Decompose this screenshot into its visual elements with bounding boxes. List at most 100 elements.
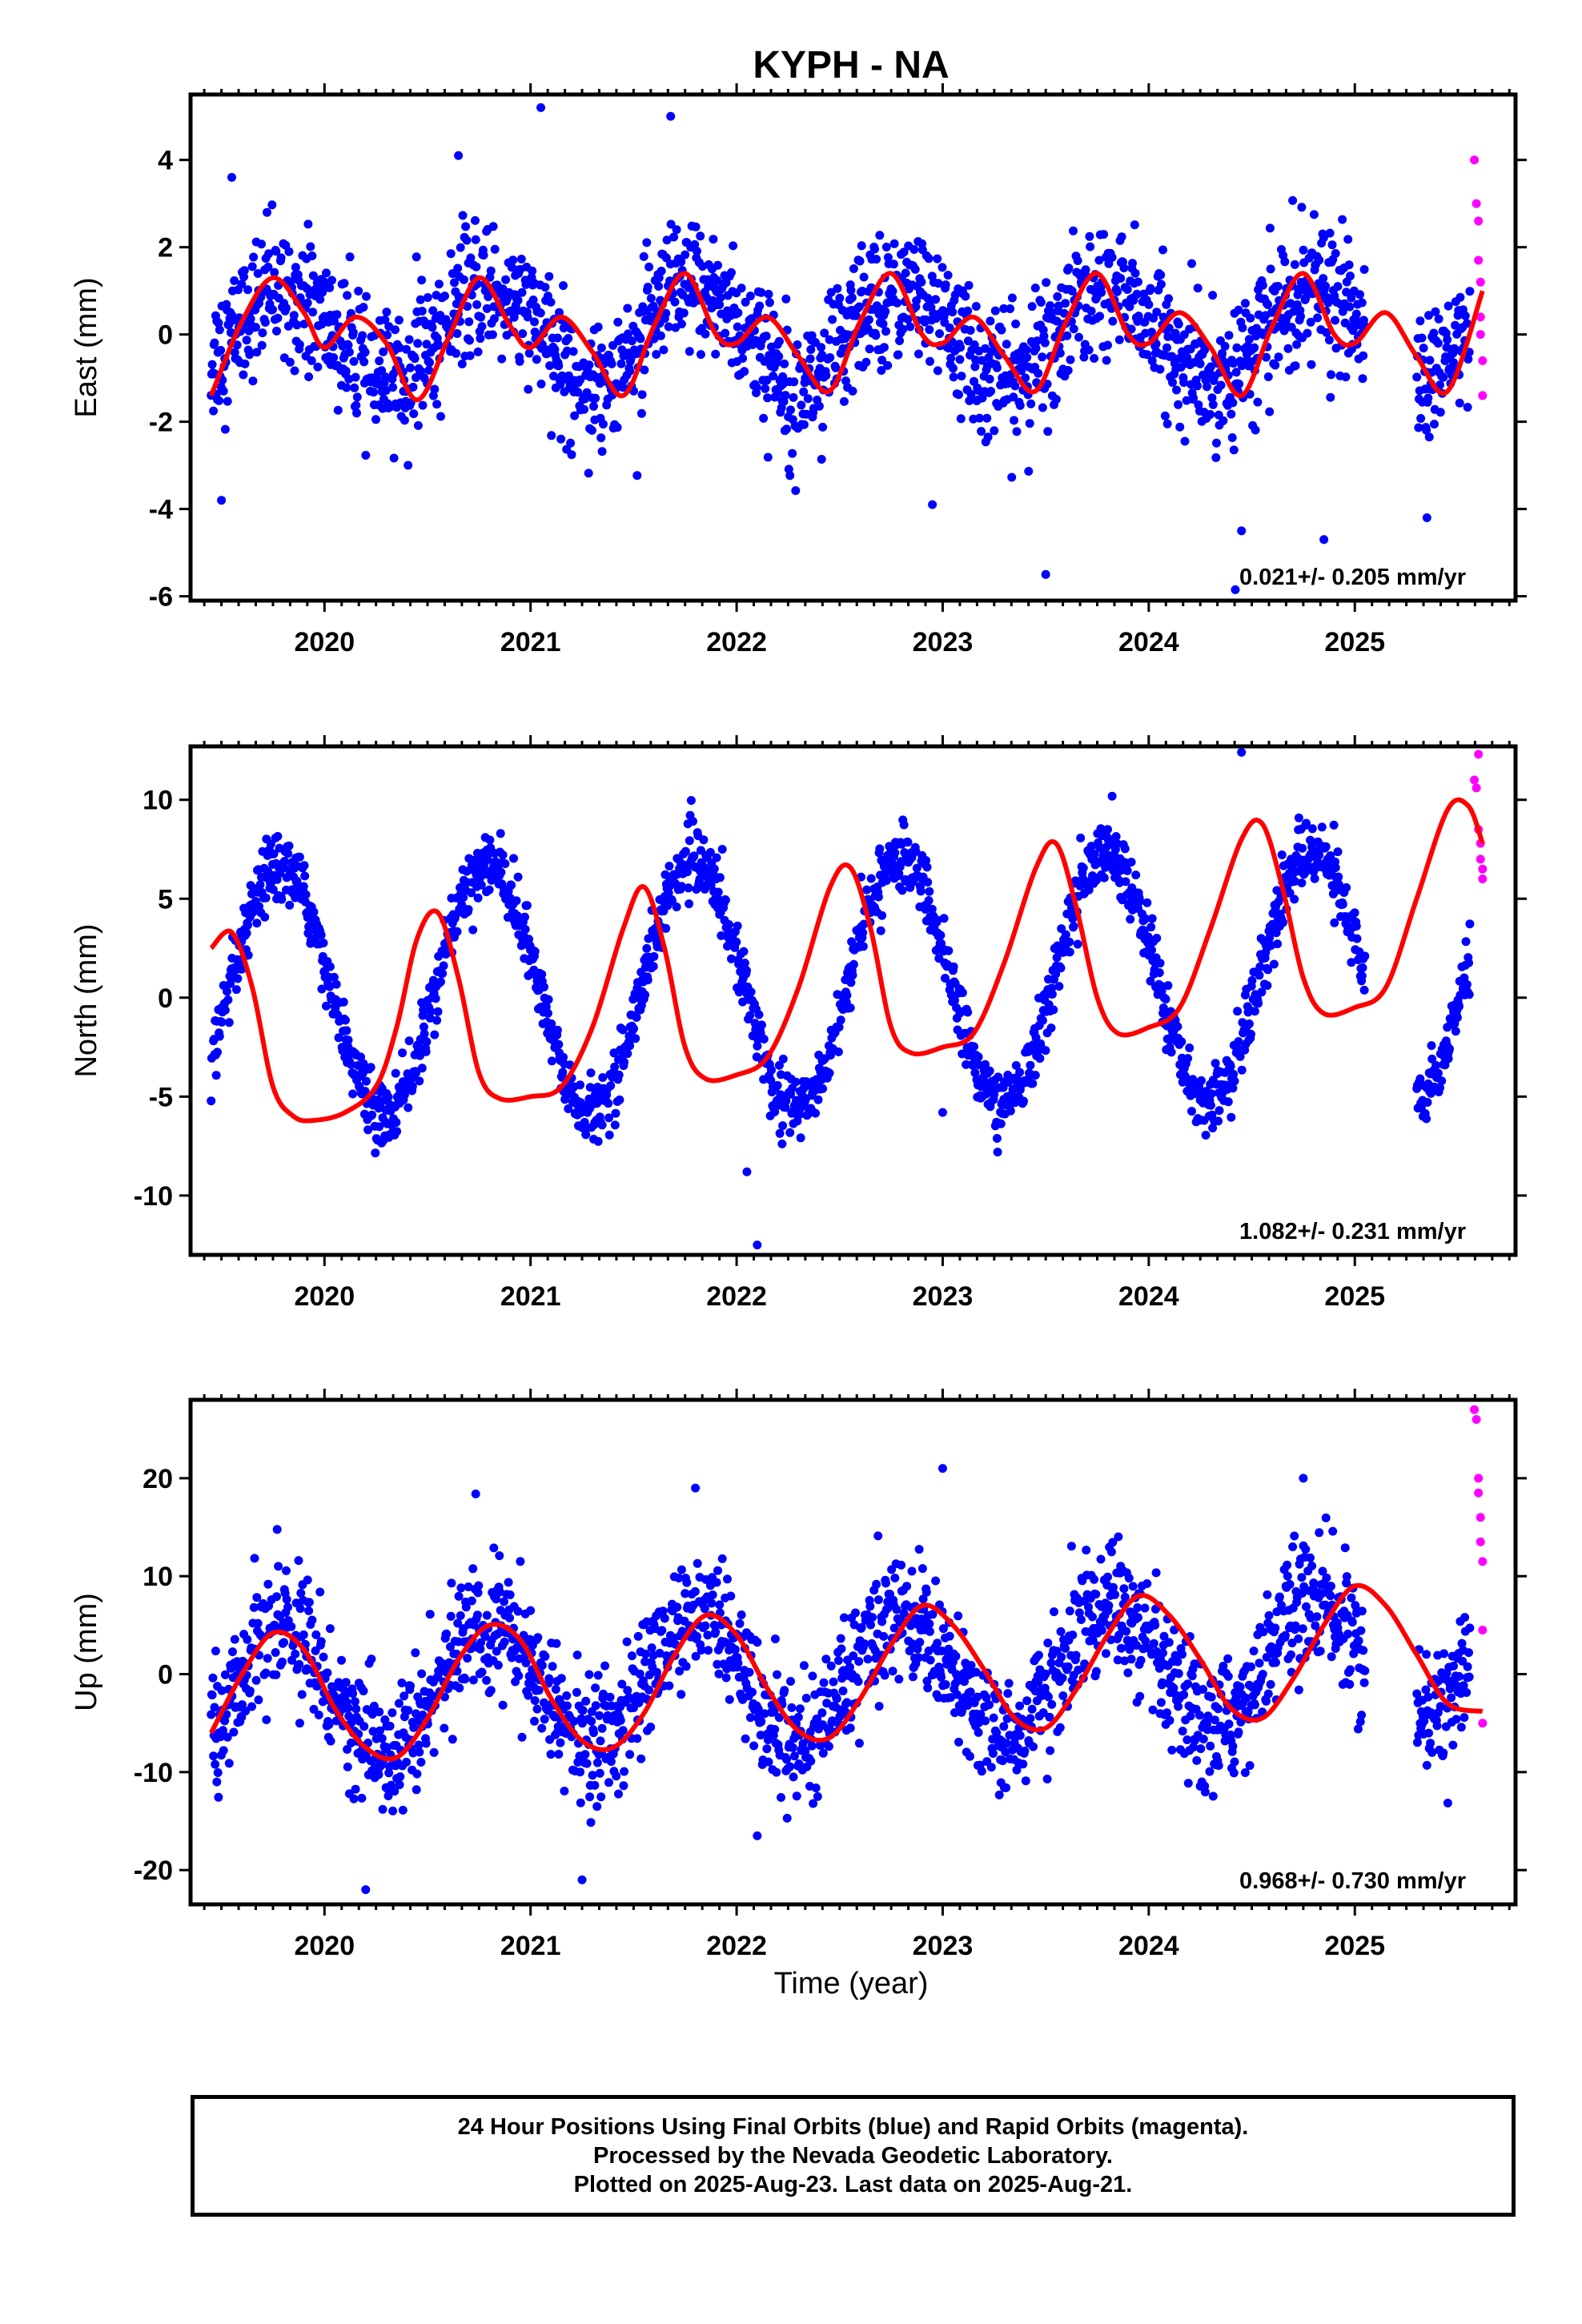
final-orbit-point: [669, 232, 679, 242]
final-orbit-point: [319, 1652, 328, 1662]
final-orbit-point: [1134, 277, 1142, 287]
final-orbit-point: [240, 359, 250, 368]
final-orbit-point: [721, 895, 730, 905]
final-orbit-point: [1024, 467, 1034, 476]
final-orbit-point: [799, 420, 809, 429]
final-orbit-point: [642, 238, 652, 247]
final-orbit-point: [721, 328, 730, 338]
final-orbit-point: [1412, 372, 1422, 382]
final-orbit-point: [589, 401, 598, 411]
final-orbit-point: [1122, 866, 1132, 875]
final-orbit-point: [382, 308, 391, 317]
final-orbit-point: [924, 896, 934, 905]
final-orbit-point: [598, 1073, 608, 1082]
final-orbit-point: [428, 1691, 438, 1701]
final-orbit-point: [436, 977, 445, 987]
final-orbit-point: [1081, 265, 1090, 275]
final-orbit-point: [453, 1618, 463, 1628]
final-orbit-point: [1258, 280, 1267, 290]
final-orbit-point: [713, 260, 722, 270]
final-orbit-point: [220, 1670, 230, 1679]
final-orbit-point: [1463, 403, 1472, 412]
final-orbit-point: [1193, 283, 1203, 293]
final-orbit-point: [1191, 1089, 1200, 1099]
final-orbit-point: [252, 919, 262, 928]
final-orbit-point: [974, 1060, 984, 1070]
final-orbit-point: [1288, 195, 1298, 205]
final-orbit-point: [425, 1013, 435, 1023]
final-orbit-point: [329, 972, 339, 982]
final-orbit-point: [1107, 252, 1117, 262]
final-orbit-point: [217, 1686, 227, 1695]
final-orbit-point: [495, 1551, 504, 1561]
final-orbit-point: [1131, 870, 1141, 880]
final-orbit-point: [1111, 832, 1121, 841]
final-orbit-point: [540, 283, 550, 292]
rapid-orbit-point: [1472, 199, 1481, 208]
final-orbit-point: [1177, 1037, 1186, 1047]
final-orbit-point: [708, 1590, 717, 1599]
final-orbit-point: [309, 1704, 319, 1714]
final-orbit-point: [1046, 1023, 1056, 1033]
final-orbit-point: [899, 247, 909, 257]
final-orbit-point: [409, 409, 419, 419]
final-orbit-point: [239, 370, 248, 380]
final-orbit-point: [299, 861, 309, 870]
final-orbit-point: [398, 1805, 408, 1815]
final-orbit-point: [473, 893, 483, 903]
final-orbit-point: [408, 1082, 417, 1092]
final-orbit-point: [592, 1099, 602, 1108]
final-orbit-point: [273, 313, 283, 323]
final-orbit-point: [591, 393, 600, 403]
final-orbit-point: [625, 366, 635, 376]
final-orbit-point: [1114, 335, 1124, 344]
final-orbit-point: [1034, 368, 1043, 378]
final-orbit-point: [391, 1118, 401, 1127]
final-orbit-point: [1095, 312, 1105, 321]
final-orbit-point: [1290, 259, 1299, 269]
final-orbit-point: [1313, 313, 1323, 323]
final-orbit-point: [325, 962, 335, 971]
final-orbit-point: [500, 859, 510, 868]
final-orbit-point: [1220, 341, 1230, 351]
final-orbit-point: [941, 974, 950, 983]
final-orbit-point: [985, 374, 994, 384]
final-orbit-point: [1102, 356, 1111, 365]
final-orbit-point: [833, 1047, 843, 1056]
final-orbit-point: [936, 931, 946, 940]
final-orbit-point: [311, 1646, 320, 1655]
final-orbit-point: [877, 356, 887, 365]
final-orbit-point: [1142, 350, 1152, 360]
final-orbit-point: [703, 1630, 713, 1640]
final-orbit-point: [463, 1654, 472, 1663]
final-orbit-point: [1049, 1005, 1058, 1015]
final-orbit-point: [358, 331, 367, 340]
y-tick-label: 4: [158, 146, 173, 176]
final-orbit-point: [1146, 923, 1156, 932]
final-orbit-point: [796, 1133, 805, 1143]
final-orbit-point: [1358, 963, 1367, 972]
final-orbit-point: [505, 1590, 515, 1599]
final-orbit-point: [859, 272, 869, 282]
final-orbit-point: [324, 1720, 334, 1729]
final-orbit-point: [799, 387, 809, 396]
final-orbit-point: [757, 1020, 766, 1030]
final-orbit-point: [916, 887, 926, 896]
final-orbit-point: [546, 1750, 556, 1759]
final-orbit-point: [351, 400, 361, 410]
final-orbit-point: [893, 350, 903, 360]
final-orbit-point: [371, 1148, 380, 1158]
final-orbit-point: [537, 1661, 547, 1671]
final-orbit-point: [1195, 359, 1205, 368]
y-axis-label: North (mm): [70, 923, 103, 1077]
final-orbit-point: [604, 1130, 614, 1140]
final-orbit-point: [928, 500, 938, 509]
final-orbit-point: [1059, 308, 1069, 318]
final-orbit-point: [567, 450, 576, 460]
final-orbit-point: [666, 111, 676, 121]
final-orbit-point: [1116, 274, 1126, 283]
final-orbit-point: [258, 328, 267, 338]
final-orbit-point: [454, 151, 464, 160]
final-orbit-point: [253, 269, 263, 278]
final-orbit-point: [446, 249, 456, 259]
